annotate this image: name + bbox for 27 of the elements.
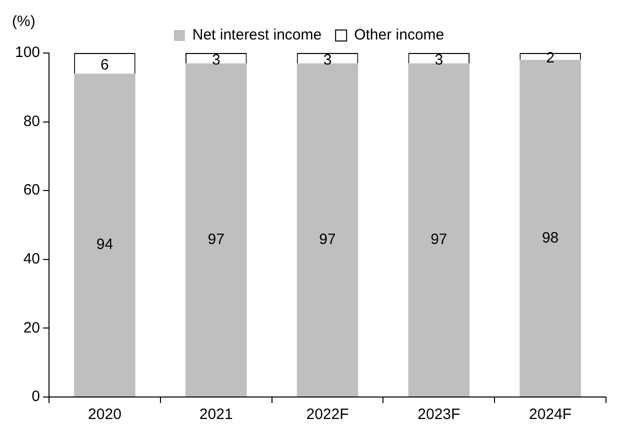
bar xyxy=(185,63,247,396)
legend-label: Other income xyxy=(354,26,444,44)
x-tick-label: 2024F xyxy=(529,406,572,424)
y-axis-title: (%) xyxy=(12,13,36,30)
data-label: 3 xyxy=(434,51,444,68)
y-tick-label: 40 xyxy=(23,250,40,268)
y-tick-label: 100 xyxy=(14,44,40,62)
legend-label: Net interest income xyxy=(192,26,322,44)
y-tick-label: 80 xyxy=(23,112,40,130)
y-tick-label: 0 xyxy=(32,388,40,406)
data-label: 94 xyxy=(96,236,114,254)
data-label: 97 xyxy=(430,231,448,248)
data-label: 3 xyxy=(212,51,220,68)
x-tick-label: 2023F xyxy=(418,406,460,424)
data-label: 97 xyxy=(208,231,224,248)
y-tick-label: 60 xyxy=(23,182,40,199)
bar xyxy=(296,63,358,396)
x-tick-label: 2021 xyxy=(199,406,233,424)
y-tick-label: 20 xyxy=(23,319,40,336)
x-tick-label: 2022F xyxy=(306,406,349,424)
bar xyxy=(408,63,470,396)
bar xyxy=(74,74,136,396)
x-tick-label: 2020 xyxy=(88,406,122,424)
data-label: 3 xyxy=(323,51,332,68)
data-label: 97 xyxy=(319,231,336,248)
data-label: 98 xyxy=(542,229,559,246)
data-label: 6 xyxy=(100,56,109,74)
